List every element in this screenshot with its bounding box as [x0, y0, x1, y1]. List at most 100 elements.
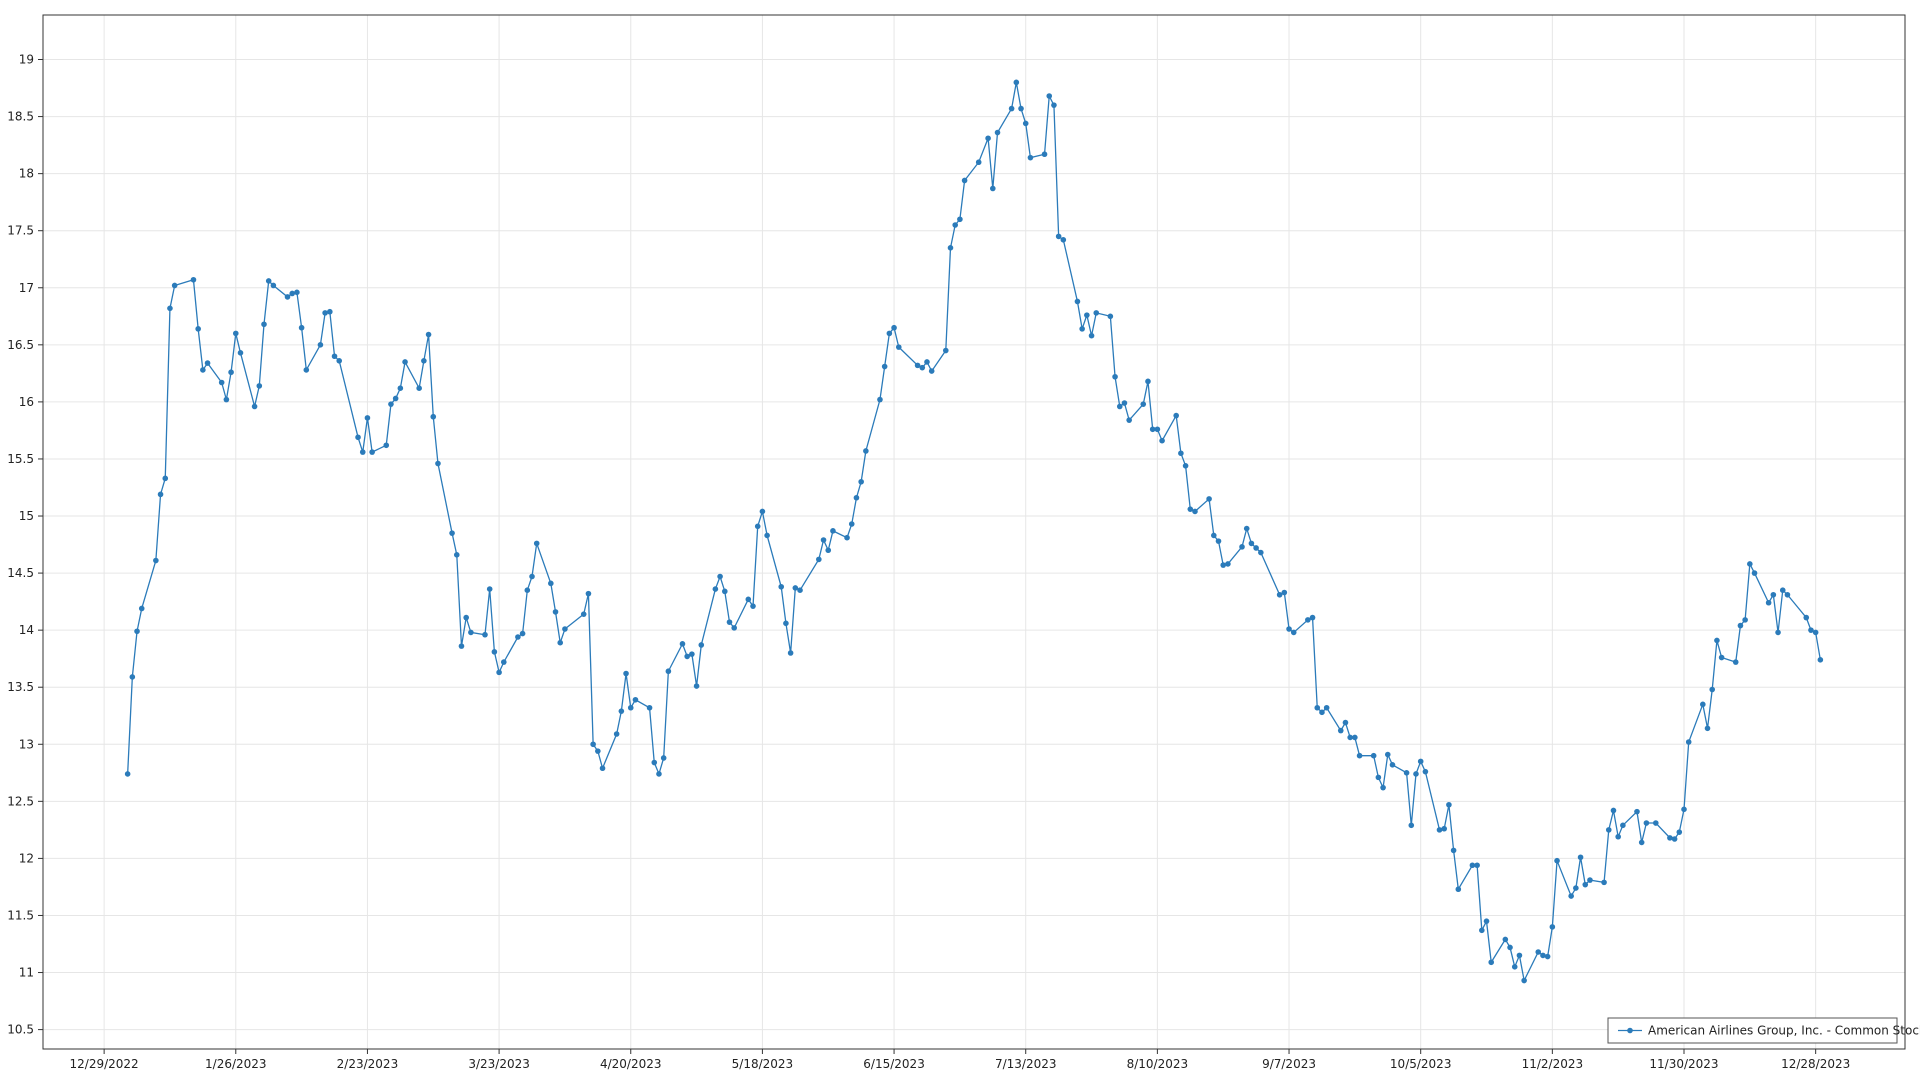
data-point — [524, 587, 531, 594]
data-point — [1126, 417, 1132, 423]
data-point — [261, 321, 267, 328]
legend: American Airlines Group, Inc. - Common S… — [1607, 1017, 1920, 1044]
data-point — [623, 670, 629, 677]
data-point — [251, 403, 258, 410]
data-point — [486, 586, 493, 592]
data-point — [1422, 768, 1429, 775]
data-point — [1107, 313, 1114, 320]
y-tick-label: 16.5 — [7, 338, 34, 352]
data-point — [388, 401, 394, 407]
data-point — [1446, 801, 1452, 808]
data-point — [1700, 701, 1706, 708]
data-point — [1319, 709, 1325, 716]
data-point — [985, 135, 991, 142]
x-tick-label: 2/23/2023 — [337, 1057, 399, 1071]
data-point — [1337, 727, 1344, 734]
data-point — [679, 641, 686, 647]
data-point — [627, 704, 634, 711]
data-point — [886, 330, 893, 337]
data-point — [1549, 924, 1556, 930]
data-point — [1389, 762, 1396, 768]
data-point — [848, 521, 855, 527]
data-point — [1817, 657, 1824, 663]
data-point — [482, 631, 488, 638]
data-point — [1305, 617, 1311, 623]
data-point — [453, 552, 460, 558]
data-point — [928, 368, 935, 374]
data-point — [1370, 752, 1377, 759]
data-point — [1582, 881, 1589, 888]
data-point — [1770, 591, 1777, 598]
data-point — [877, 396, 883, 403]
data-point — [1384, 751, 1391, 758]
data-point — [1309, 614, 1316, 621]
data-point — [355, 434, 361, 441]
y-tick-label: 11.5 — [7, 908, 34, 922]
data-point — [1375, 774, 1382, 781]
data-point — [595, 748, 601, 754]
data-point — [1601, 879, 1607, 886]
data-point — [1286, 626, 1292, 632]
data-point — [463, 614, 469, 621]
data-point — [562, 626, 568, 632]
data-point — [1620, 822, 1626, 829]
data-point — [1079, 326, 1085, 332]
plot-area — [43, 15, 1905, 1049]
x-tick-label: 11/30/2023 — [1649, 1057, 1718, 1071]
data-point — [1587, 877, 1593, 883]
data-point — [698, 642, 705, 648]
data-point — [656, 771, 662, 777]
legend-label: American Airlines Group, Inc. - Common S… — [1648, 1024, 1920, 1038]
data-point — [994, 129, 1001, 136]
data-point — [228, 369, 234, 376]
data-point — [693, 683, 700, 689]
data-point — [392, 395, 399, 402]
data-point — [153, 557, 159, 564]
data-point — [684, 653, 690, 660]
data-point — [1540, 952, 1546, 959]
data-point — [1634, 808, 1640, 815]
data-point — [844, 534, 850, 541]
data-point — [533, 540, 540, 547]
data-point — [1215, 538, 1222, 544]
data-point — [952, 222, 958, 228]
data-point — [778, 583, 785, 590]
data-point — [124, 771, 131, 777]
data-point — [1088, 332, 1095, 339]
data-point — [590, 741, 596, 748]
data-point — [1652, 820, 1659, 826]
data-point — [129, 674, 136, 680]
data-point — [237, 350, 244, 356]
data-point — [1220, 562, 1227, 568]
data-point — [491, 649, 498, 655]
data-point — [1116, 403, 1123, 410]
data-point — [792, 585, 799, 591]
data-point — [942, 347, 949, 354]
data-point — [134, 628, 140, 635]
data-point — [1356, 752, 1363, 759]
data-point — [1751, 570, 1758, 576]
data-point — [256, 383, 263, 389]
data-point — [1206, 496, 1212, 502]
data-point — [548, 580, 554, 587]
data-point — [200, 367, 206, 373]
data-point — [1314, 704, 1321, 711]
data-point — [975, 159, 982, 166]
data-point — [1173, 412, 1179, 419]
y-tick-label: 11 — [19, 966, 34, 980]
data-point — [322, 310, 328, 316]
data-point — [726, 619, 733, 625]
data-point — [1046, 93, 1053, 99]
data-point — [327, 308, 333, 315]
data-point — [754, 523, 761, 530]
data-point — [1521, 977, 1527, 984]
data-point — [1667, 835, 1673, 841]
data-point — [496, 669, 502, 676]
data-point — [162, 475, 169, 482]
data-point — [430, 413, 437, 420]
data-point — [1121, 400, 1128, 406]
data-point — [816, 556, 822, 563]
data-point — [364, 415, 371, 421]
data-point — [1479, 927, 1485, 934]
data-point — [1417, 758, 1424, 765]
